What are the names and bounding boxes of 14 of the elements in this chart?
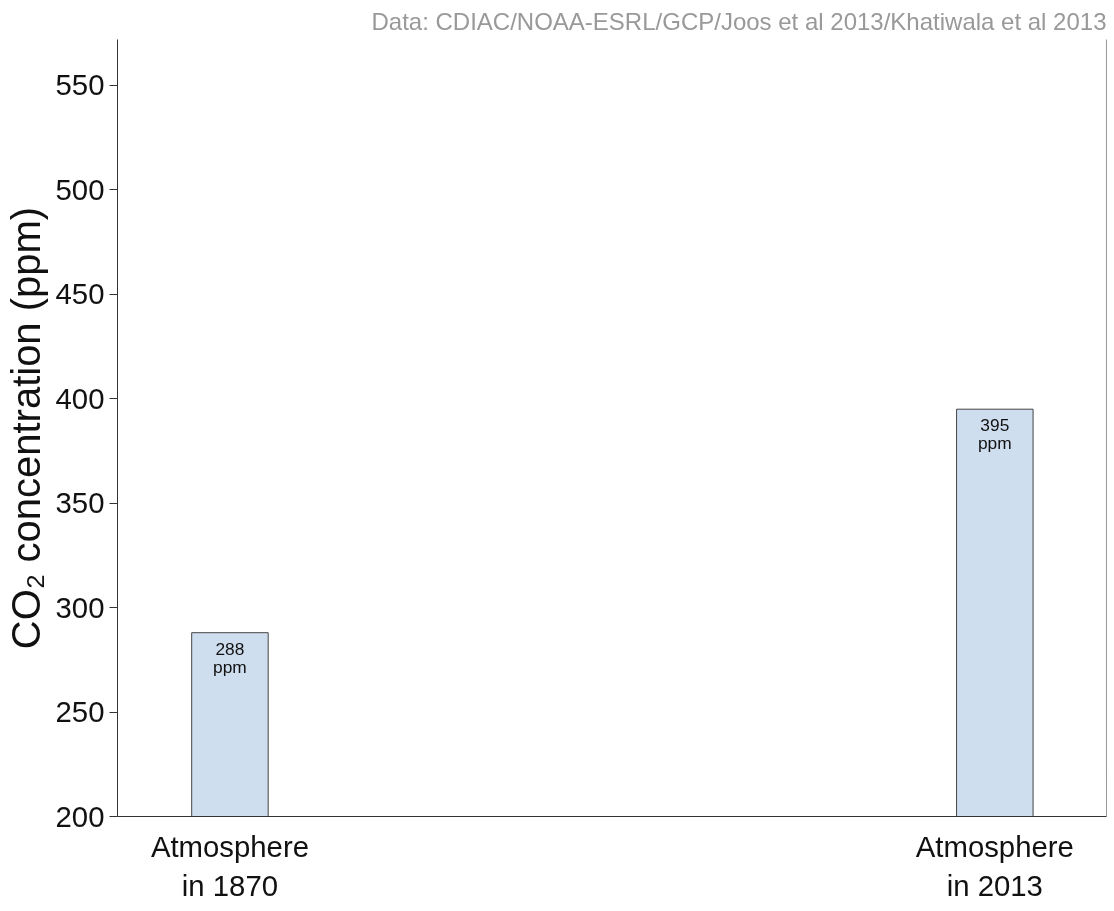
x-tick-label: Atmosphere in 2013: [915, 829, 1074, 903]
y-axis-title: CO₂ concentration (ppm): [3, 206, 48, 650]
text: Data: CDIAC/NOAA-ESRL/GCP/Joos et al 2013/Khatiwala et al 2013: [371, 7, 1107, 35]
x-tick-label: Atmosphere in 1870: [150, 829, 310, 903]
y-tick-label: 400: [55, 381, 105, 415]
data-label: 395 ppm: [977, 415, 1012, 454]
y-tick-label: 250: [55, 695, 105, 729]
y-tick-label: 200: [55, 799, 105, 833]
y-tick-label: 300: [55, 590, 105, 624]
y-tick-label: 350: [55, 486, 105, 520]
data-label: 288 ppm: [213, 638, 247, 677]
y-tick-label: 450: [55, 277, 105, 311]
y-tick-label: 550: [55, 68, 105, 102]
y-tick-label: 500: [55, 172, 105, 206]
